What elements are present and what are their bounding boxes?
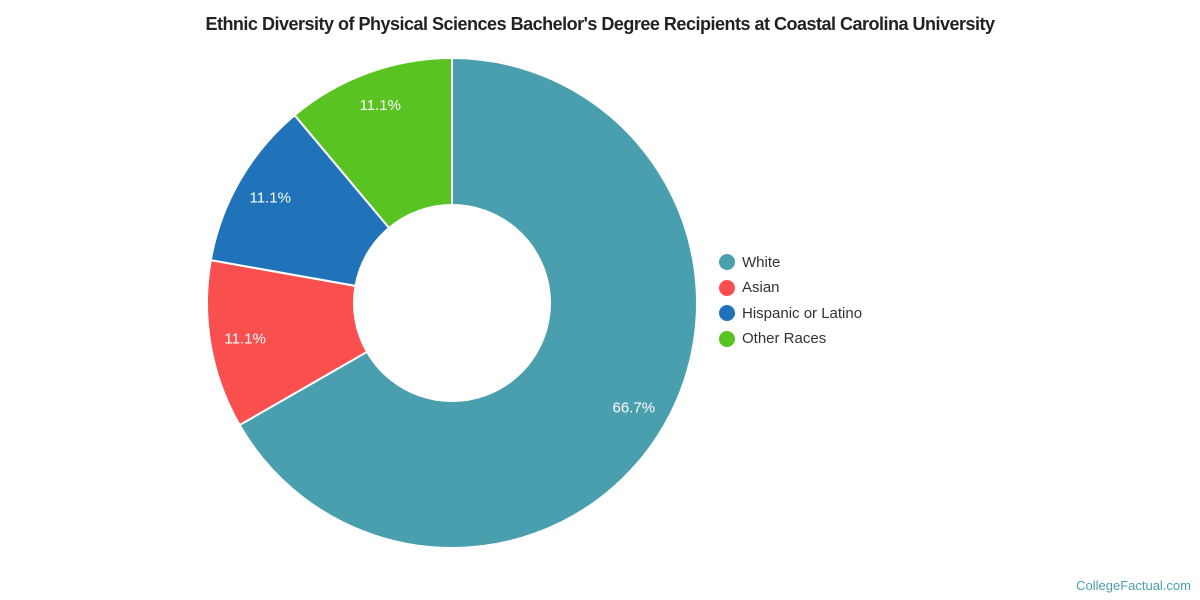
chart-legend: White Asian Hispanic or Latino Other Races [719,254,862,356]
chart-title: Ethnic Diversity of Physical Sciences Ba… [205,14,995,34]
watermark-link[interactable]: CollegeFactual.com [1076,578,1191,593]
slice-label-hispanic-or-latino: 11.1% [249,189,290,206]
legend-marker-icon [719,305,735,321]
pie-slice-other-races[interactable] [293,57,453,229]
legend-marker-icon [719,254,735,270]
legend-label: Hispanic or Latino [742,304,863,322]
pie-slice-asian[interactable] [206,259,369,427]
legend-item-hispanic-or-latino[interactable]: Hispanic or Latino [719,304,863,322]
slice-label-asian: 11.1% [224,331,265,348]
pie-slice-hispanic-or-latino[interactable] [209,114,391,287]
slice-label-white: 66.7% [613,400,656,417]
legend-marker-icon [719,279,735,296]
pie-slice-white[interactable] [238,57,698,549]
legend-item-asian[interactable]: Asian [719,279,862,296]
legend-item-other-races[interactable]: Other Races [719,330,862,347]
legend-label: White [742,253,781,271]
legend-marker-icon [719,330,735,347]
legend-item-white[interactable]: White [719,253,862,271]
legend-label: Asian [742,279,780,296]
slice-label-other-races: 11.1% [359,97,400,114]
legend-label: Other Races [742,330,827,347]
